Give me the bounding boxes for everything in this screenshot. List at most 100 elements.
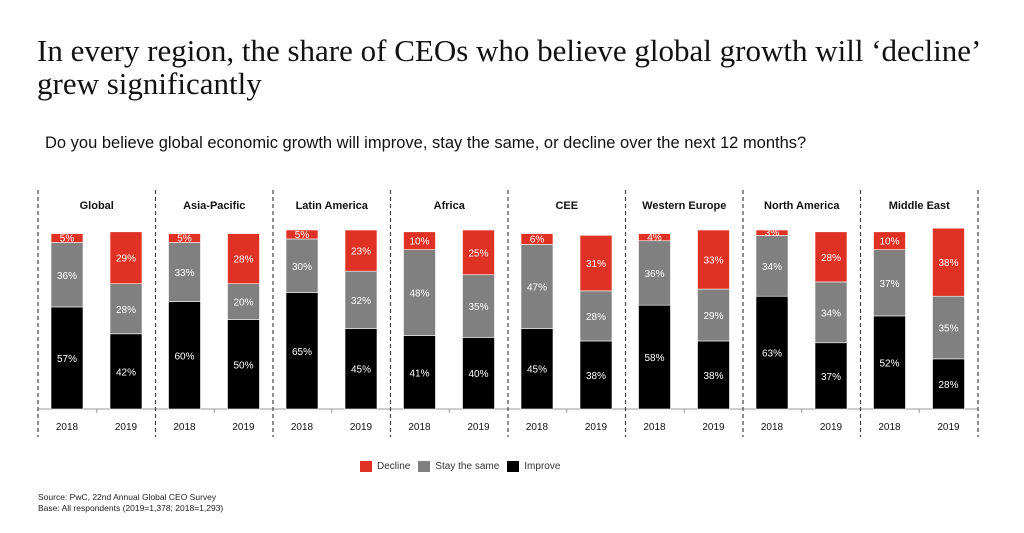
data-label-decline-western-europe-2018: 4% xyxy=(647,233,662,244)
data-label-improve-global-2019: 42% xyxy=(116,367,136,378)
bar-stay-the-same-cee-2018 xyxy=(520,244,554,329)
group-label-cee: CEE xyxy=(555,200,578,212)
data-label-decline-north-america-2018: 3% xyxy=(765,228,780,239)
x-tick-label-africa-2018: 2018 xyxy=(408,422,431,433)
data-label-stay-the-same-asia-pacific-2019: 20% xyxy=(233,298,253,309)
data-label-decline-cee-2018: 6% xyxy=(530,234,545,245)
data-label-improve-asia-pacific-2018: 60% xyxy=(174,351,194,362)
legend-swatch-decline xyxy=(360,461,372,472)
data-label-improve-africa-2018: 41% xyxy=(409,368,429,379)
data-label-decline-latin-america-2019: 23% xyxy=(351,247,371,258)
bar-decline-asia-pacific-2019 xyxy=(227,233,260,285)
data-label-decline-north-america-2019: 28% xyxy=(821,253,841,264)
bar-improve-global-2018 xyxy=(50,306,84,410)
data-label-improve-middle-east-2018: 52% xyxy=(879,358,899,369)
bar-decline-global-2019 xyxy=(109,231,143,285)
data-label-improve-north-america-2019: 37% xyxy=(821,372,841,383)
legend: Decline Stay the same Improve xyxy=(360,461,568,472)
data-label-decline-global-2019: 29% xyxy=(116,254,136,265)
chart-subtitle: Do you believe global economic growth wi… xyxy=(45,134,807,152)
bar-improve-global-2019 xyxy=(109,333,143,410)
bar-improve-africa-2018 xyxy=(403,335,436,410)
bar-improve-latin-america-2018 xyxy=(285,292,319,410)
bar-improve-middle-east-2019 xyxy=(932,358,965,410)
bar-decline-asia-pacific-2018 xyxy=(168,233,201,243)
x-tick-label-global-2019: 2019 xyxy=(115,422,138,433)
data-label-decline-global-2018: 5% xyxy=(60,234,75,245)
bar-decline-cee-2018 xyxy=(520,233,554,245)
data-label-improve-africa-2019: 40% xyxy=(468,369,488,380)
bar-decline-north-america-2018 xyxy=(755,229,789,236)
chart-title: In every region, the share of CEOs who b… xyxy=(37,33,980,101)
source-line: Source: PwC, 22nd Annual Global CEO Surv… xyxy=(38,492,217,502)
data-label-stay-the-same-north-america-2019: 34% xyxy=(821,308,841,319)
data-label-stay-the-same-latin-america-2019: 32% xyxy=(351,296,371,307)
data-label-improve-middle-east-2019: 28% xyxy=(938,380,958,391)
data-label-improve-cee-2018: 45% xyxy=(527,365,547,376)
bar-decline-western-europe-2019 xyxy=(697,229,730,290)
data-label-stay-the-same-global-2019: 28% xyxy=(116,305,136,316)
bar-decline-africa-2019 xyxy=(462,229,495,276)
bar-stay-the-same-north-america-2019 xyxy=(814,281,848,344)
legend-label-decline: Decline xyxy=(377,461,411,472)
base-line: Base: All respondents (2019=1,378; 2018=… xyxy=(38,503,224,513)
x-tick-label-north-america-2019: 2019 xyxy=(820,422,843,433)
group-label-global: Global xyxy=(80,200,114,212)
bar-improve-middle-east-2018 xyxy=(873,315,906,410)
x-tick-label-global-2018: 2018 xyxy=(56,422,79,433)
legend-label-stay-the-same: Stay the same xyxy=(435,461,500,472)
legend-item-stay-the-same: Stay the same xyxy=(418,461,499,472)
bar-stay-the-same-middle-east-2018 xyxy=(873,249,906,317)
data-label-improve-global-2018: 57% xyxy=(57,354,77,365)
bar-improve-asia-pacific-2019 xyxy=(227,319,260,410)
bar-improve-western-europe-2019 xyxy=(697,340,730,410)
legend-item-improve: Improve xyxy=(507,461,560,472)
data-label-decline-asia-pacific-2019: 28% xyxy=(233,255,253,266)
x-tick-label-north-america-2018: 2018 xyxy=(761,422,784,433)
group-label-asia-pacific: Asia-Pacific xyxy=(183,200,245,212)
data-label-stay-the-same-latin-america-2018: 30% xyxy=(292,262,312,273)
data-label-decline-western-europe-2019: 33% xyxy=(703,256,723,267)
bar-decline-western-europe-2018 xyxy=(638,233,671,242)
bar-improve-north-america-2019 xyxy=(814,342,848,410)
data-label-improve-north-america-2018: 63% xyxy=(762,349,782,360)
bar-decline-latin-america-2018 xyxy=(285,229,319,240)
bar-decline-global-2018 xyxy=(50,233,84,243)
bar-decline-middle-east-2019 xyxy=(932,227,965,297)
bar-stay-the-same-western-europe-2019 xyxy=(697,288,730,342)
x-tick-label-middle-east-2018: 2018 xyxy=(878,422,901,433)
legend-item-decline: Decline xyxy=(360,461,410,472)
group-label-middle-east: Middle East xyxy=(889,200,950,212)
data-label-stay-the-same-asia-pacific-2018: 33% xyxy=(174,268,194,279)
data-label-stay-the-same-middle-east-2019: 35% xyxy=(938,324,958,335)
data-label-improve-latin-america-2019: 45% xyxy=(351,365,371,376)
group-label-latin-america: Latin America xyxy=(296,200,369,212)
group-label-africa: Africa xyxy=(434,200,466,212)
bar-decline-latin-america-2019 xyxy=(344,229,378,272)
x-tick-label-latin-america-2019: 2019 xyxy=(350,422,373,433)
x-tick-label-western-europe-2018: 2018 xyxy=(643,422,666,433)
data-label-decline-africa-2019: 25% xyxy=(468,248,488,259)
bar-stay-the-same-africa-2019 xyxy=(462,274,495,338)
bar-stay-the-same-latin-america-2018 xyxy=(285,238,319,293)
legend-swatch-stay-the-same xyxy=(418,461,431,472)
bar-stay-the-same-global-2018 xyxy=(50,242,84,308)
data-label-decline-middle-east-2018: 10% xyxy=(879,237,899,248)
x-tick-label-asia-pacific-2019: 2019 xyxy=(232,422,255,433)
source-note: Source: PwC, 22nd Annual Global CEO Surv… xyxy=(38,492,223,514)
data-label-decline-cee-2019: 31% xyxy=(586,259,606,270)
data-label-stay-the-same-cee-2019: 28% xyxy=(586,312,606,323)
bar-stay-the-same-north-america-2018 xyxy=(755,235,789,297)
legend-swatch-improve xyxy=(507,461,520,472)
data-label-improve-cee-2019: 38% xyxy=(586,371,606,382)
group-label-north-america: North America xyxy=(764,200,840,212)
data-label-improve-western-europe-2019: 38% xyxy=(703,371,723,382)
data-label-improve-latin-america-2018: 65% xyxy=(292,347,312,358)
bar-improve-western-europe-2018 xyxy=(638,304,671,410)
data-label-improve-western-europe-2018: 58% xyxy=(644,353,664,364)
x-tick-label-western-europe-2019: 2019 xyxy=(702,422,725,433)
data-label-stay-the-same-middle-east-2018: 37% xyxy=(879,279,899,290)
data-label-decline-asia-pacific-2018: 5% xyxy=(177,234,192,245)
x-tick-label-cee-2019: 2019 xyxy=(585,422,608,433)
data-label-stay-the-same-north-america-2018: 34% xyxy=(762,262,782,273)
